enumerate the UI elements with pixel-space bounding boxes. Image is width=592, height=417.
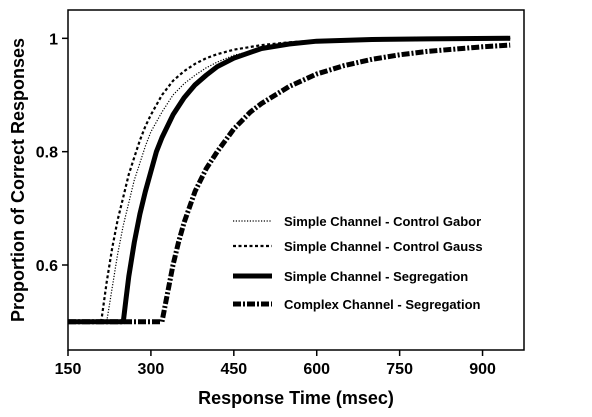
series-line-1 (68, 37, 511, 323)
x-tick-label: 900 (469, 361, 496, 378)
y-axis-ticks: 0.6 0.8 1 (36, 31, 68, 275)
x-tick-label: 600 (303, 361, 330, 378)
legend-label-2: Simple Channel - Control Gauss (284, 239, 483, 254)
curves (68, 35, 511, 325)
x-axis-ticks: 150 300 450 600 750 900 (55, 350, 496, 378)
x-tick-label: 300 (138, 361, 165, 378)
legend-label-3: Simple Channel - Segregation (284, 269, 468, 284)
legend: Simple Channel - Control Gabor Simple Cha… (233, 214, 483, 312)
x-tick-label: 450 (220, 361, 247, 378)
x-axis-label: Response Time (msec) (198, 388, 394, 408)
series-line-4 (68, 42, 511, 325)
series-line-3 (68, 35, 511, 325)
x-tick-label: 150 (55, 361, 82, 378)
y-tick-label: 0.8 (36, 145, 58, 162)
y-tick-label: 0.6 (36, 258, 58, 275)
legend-label-1: Simple Channel - Control Gabor (284, 214, 481, 229)
y-axis-label: Proportion of Correct Responses (8, 38, 28, 322)
y-tick-label: 1 (49, 31, 58, 48)
legend-label-4: Complex Channel - Segregation (284, 297, 481, 312)
plot-frame (67, 9, 525, 351)
x-tick-label: 750 (386, 361, 413, 378)
